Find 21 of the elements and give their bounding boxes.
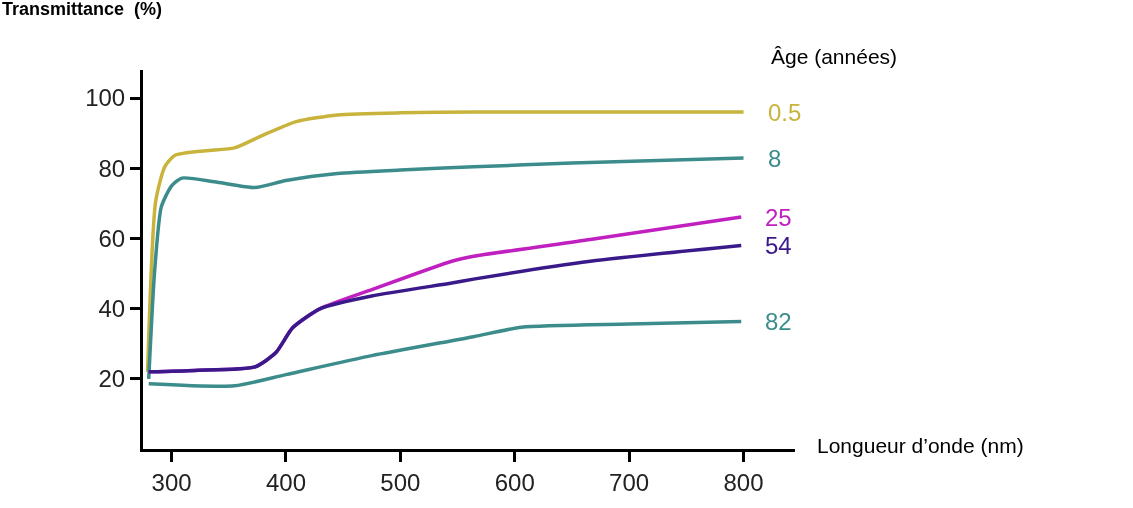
y-tick-label: 20 [98,365,126,393]
line-series [145,110,746,374]
x-tick-label: 700 [609,468,650,496]
x-tick-label: 400 [265,468,306,496]
y-tick-label: 80 [98,154,126,182]
y-tick-label: 40 [98,295,126,323]
series-label: 0.5 [768,99,802,126]
series-label: 8 [768,145,782,172]
y-tick-label: 100 [85,84,126,112]
line-series [146,243,743,374]
x-tick-label: 600 [494,468,535,496]
series-label: 54 [765,232,792,259]
x-tick-label: 800 [723,468,764,496]
x-tick-label: 500 [380,468,421,496]
legend-title: Âge (années) [771,45,898,68]
x-tick-label: 300 [151,468,192,496]
y-tick-label: 60 [98,224,126,252]
y-axis-title: Transmittance (%) [2,0,163,19]
x-axis-title: Longueur d’onde (nm) [817,434,1024,457]
series-label: 82 [765,308,792,335]
series-label: 25 [765,204,792,231]
